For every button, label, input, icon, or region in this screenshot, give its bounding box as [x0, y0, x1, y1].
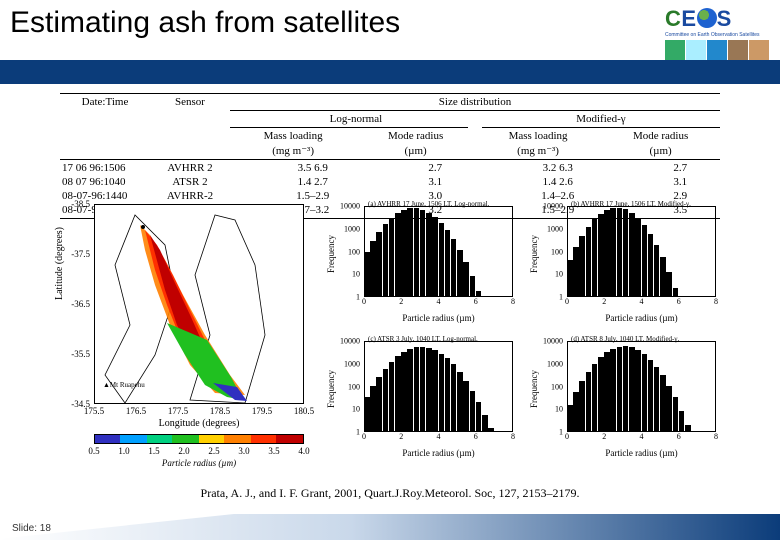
ceos-logo-subtitle: Committee on Earth Observation Satellite…: [665, 32, 770, 38]
slide-title: Estimating ash from satellites: [10, 6, 770, 40]
table-rule: [60, 159, 720, 160]
ash-map: Latitude (degrees) -34.5-35.5-36.5-37.5-…: [60, 200, 320, 460]
map-y-ticks: -34.5-35.5-36.5-37.5-38.5: [64, 204, 92, 404]
table-rule: [230, 127, 468, 128]
footer-wedge: [0, 514, 780, 540]
ceos-logo: CES Committee on Earth Observation Satel…: [665, 6, 770, 80]
table-row: 17 06 96:1506AVHRR 23.5 6.92.73.2 6.32.7: [60, 161, 720, 175]
citation-text: Prata, A. J., and I. F. Grant, 2001, Qua…: [0, 486, 780, 501]
map-xlabel: Longitude (degrees): [94, 418, 304, 429]
map-colorbar-label: Particle radius (µm): [94, 458, 304, 468]
map-svg: [95, 205, 304, 404]
table-rule: [230, 110, 720, 111]
th-sizedist: Size distribution: [230, 95, 720, 109]
thumb-img: [686, 40, 706, 60]
map-colorbar: [94, 434, 304, 444]
table-subhead-1: Mass loading Mode radius Mass loading Mo…: [60, 129, 720, 143]
th-lognormal: Log-normal: [230, 112, 482, 126]
slide-root: Estimating ash from satellites CES Commi…: [0, 0, 780, 540]
map-colorbar-ticks: 0.51.01.52.02.53.03.54.0: [94, 446, 304, 458]
histogram-panel: (d) ATSR 8 July, 1040 LT. Modified-γ.110…: [533, 335, 720, 460]
thumb-img: [749, 40, 769, 60]
globe-icon: [697, 8, 717, 28]
table-subhead-2: (mg m⁻³) (µm) (mg m⁻³) (µm): [60, 143, 720, 158]
thumb-img: [728, 40, 748, 60]
th-sensor: Sensor: [150, 95, 230, 109]
th-datetime: Date:Time: [60, 95, 150, 109]
thumb-img: [665, 40, 685, 60]
figure-row: Latitude (degrees) -34.5-35.5-36.5-37.5-…: [60, 200, 720, 470]
th-modgamma: Modified-γ: [482, 112, 720, 126]
histogram-panel: (b) AVHRR 17 June, 1506 LT. Modified-γ.1…: [533, 200, 720, 325]
slide-number: Slide: 18: [12, 523, 51, 534]
histogram-grid: (a) AVHRR 17 June, 1506 LT. Log-normal.1…: [330, 200, 720, 460]
map-point-label: ▲Mt Ruapehu: [103, 381, 145, 389]
title-bar: Estimating ash from satellites: [10, 6, 770, 60]
logo-thumbnails: [665, 40, 770, 60]
ceos-logo-text: CES: [665, 6, 732, 31]
thumb-img: [707, 40, 727, 60]
histogram-panel: (a) AVHRR 17 June, 1506 LT. Log-normal.1…: [330, 200, 517, 325]
data-table: Log-normal Modified-γ: [60, 112, 720, 126]
table-rule: [482, 127, 720, 128]
data-table: Mass loading Mode radius Mass loading Mo…: [60, 129, 720, 158]
table-rule: [60, 93, 720, 94]
header-blue-bar: [0, 60, 780, 84]
histogram-panel: (c) ATSR 3 July, 1040 LT. Log-normal.110…: [330, 335, 517, 460]
table-row: 08 07 96:1040ATSR 21.4 2.73.11.4 2.63.1: [60, 175, 720, 189]
map-panel: ▲Mt Ruapehu: [94, 204, 304, 404]
data-table: Date:Time Sensor Size distribution: [60, 95, 720, 109]
